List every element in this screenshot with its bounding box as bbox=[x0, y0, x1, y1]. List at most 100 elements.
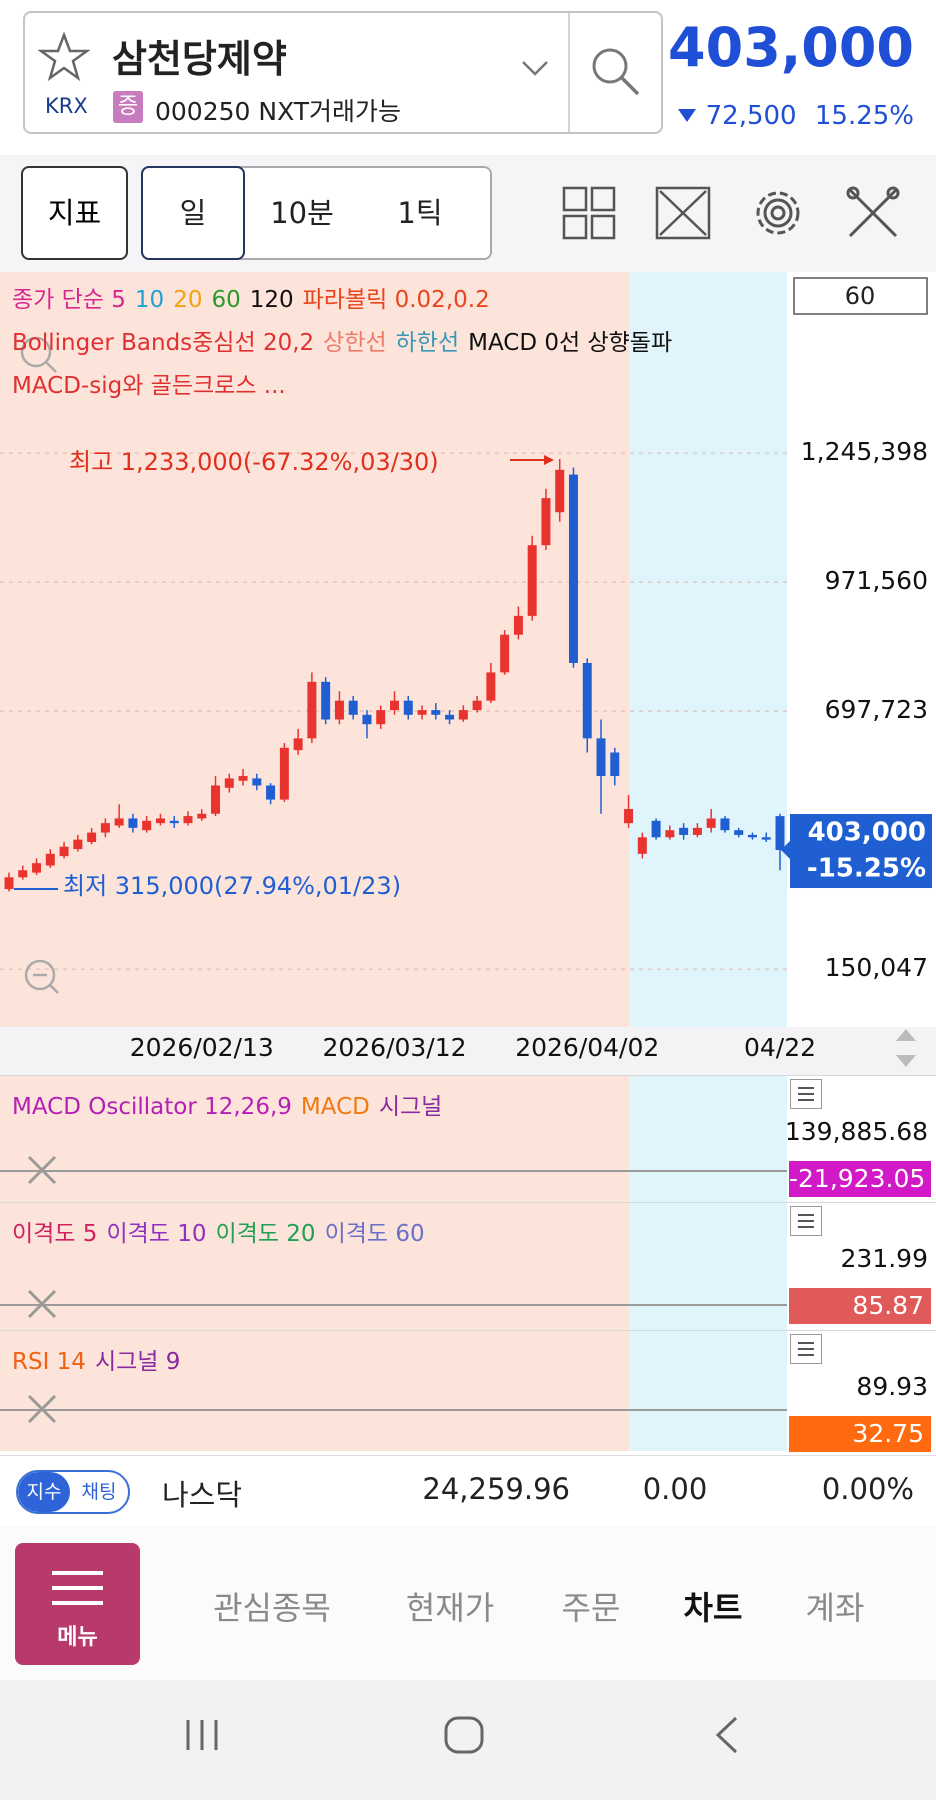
search-icon[interactable] bbox=[588, 44, 644, 100]
dropdown-icon[interactable] bbox=[520, 58, 550, 78]
candle-body bbox=[761, 837, 771, 840]
plot-background bbox=[0, 272, 629, 1027]
price-chart: 1,245,398 971,560 697,723 150,047 2026/02/13… bbox=[0, 272, 936, 1075]
nav-tab[interactable]: 현재가 bbox=[405, 1589, 495, 1627]
candle-body bbox=[293, 738, 303, 751]
legend-line: 종가 단순 5 10 20 60 120 파라볼릭 0.02,0.2 bbox=[12, 280, 499, 314]
pane-baseline bbox=[0, 1170, 787, 1172]
candle-body bbox=[706, 818, 716, 828]
indicator-button[interactable]: 지표 bbox=[21, 166, 128, 260]
pane-baseline bbox=[0, 1304, 787, 1306]
candle-body bbox=[403, 700, 413, 715]
system-nav bbox=[0, 1680, 936, 1800]
period-box bbox=[793, 277, 928, 315]
candle-body bbox=[431, 710, 441, 715]
toggle-option[interactable]: 채팅 bbox=[81, 1481, 117, 1503]
nav-tab[interactable]: 주문 bbox=[561, 1589, 621, 1627]
zoom-out-icon[interactable] bbox=[24, 959, 59, 994]
candle-body bbox=[266, 785, 276, 800]
legend-item: 시그널 bbox=[378, 1094, 443, 1120]
pane-separator bbox=[0, 1330, 936, 1331]
toggle-option[interactable]: 지수 bbox=[18, 1472, 70, 1512]
pane-legend: RSI 14 시그널 9 bbox=[12, 1342, 189, 1376]
annotation-arrowhead bbox=[544, 455, 554, 465]
star-icon[interactable] bbox=[38, 32, 90, 82]
candle-body bbox=[596, 738, 606, 777]
change: 72,500 bbox=[705, 101, 797, 131]
pane-background-recent bbox=[629, 1075, 787, 1451]
menu-button[interactable]: 메뉴 bbox=[15, 1543, 140, 1665]
legend-item: 10 bbox=[134, 287, 165, 313]
pane-menu-icon[interactable] bbox=[790, 1206, 822, 1236]
pane-menu-icon[interactable] bbox=[790, 1079, 822, 1109]
home-button[interactable] bbox=[444, 1716, 484, 1754]
legend-item: 시그널 9 bbox=[94, 1349, 181, 1375]
nav-tab[interactable]: 관심종목 bbox=[213, 1589, 331, 1627]
candle-body bbox=[679, 827, 689, 835]
ticker-change-pct: 0.00% bbox=[821, 1472, 914, 1506]
candle-body bbox=[238, 776, 248, 781]
candle-body bbox=[224, 778, 234, 788]
layout-icon[interactable] bbox=[562, 186, 616, 240]
candle-body bbox=[279, 747, 289, 800]
candle-body bbox=[252, 778, 262, 786]
period-button[interactable]: 일 bbox=[141, 166, 245, 260]
candle-body bbox=[321, 681, 331, 720]
legend-item: Bollinger Bands중심선 20,2 bbox=[12, 330, 315, 356]
legend-item: 120 bbox=[249, 287, 294, 313]
expand-icon[interactable] bbox=[655, 186, 711, 240]
legend-item: 종가 단순 5 bbox=[12, 287, 126, 313]
tools-icon[interactable] bbox=[846, 186, 900, 238]
date-axis-band bbox=[0, 1027, 936, 1075]
settings-icon[interactable] bbox=[756, 191, 800, 235]
candle-body bbox=[747, 834, 757, 838]
recent-apps-button[interactable] bbox=[186, 1720, 218, 1750]
candle-body bbox=[775, 816, 785, 851]
candle-body bbox=[18, 870, 28, 878]
menu-lines bbox=[798, 1087, 814, 1101]
scroll-arrows bbox=[896, 1029, 916, 1041]
ticker-toggle[interactable]: 지수 채팅 bbox=[16, 1470, 130, 1514]
zoom-handle bbox=[45, 361, 57, 373]
candle-body bbox=[417, 710, 427, 715]
legend-item: 이격도 10 bbox=[106, 1221, 207, 1247]
close-pane-icon[interactable] bbox=[26, 1288, 58, 1320]
period-value: 60 bbox=[845, 282, 876, 310]
period-button[interactable]: 1틱 bbox=[397, 196, 443, 230]
candle-body bbox=[527, 545, 537, 616]
pane-tag: 32.75 bbox=[789, 1416, 931, 1452]
candle-body bbox=[307, 681, 317, 739]
ticker-change: 0.00 bbox=[642, 1472, 708, 1506]
zoom-in-icon[interactable] bbox=[20, 336, 57, 373]
candle-body bbox=[513, 615, 523, 635]
change-line: 72,500 15.25% bbox=[677, 101, 914, 131]
zoom-ring bbox=[24, 959, 56, 991]
y-tick-label: 150,047 bbox=[825, 953, 928, 982]
legend-item: MACD Oscillator 12,26,9 bbox=[12, 1094, 292, 1120]
candle-body bbox=[651, 820, 661, 838]
low-annotation: 최저 315,000(27.94%,01/23) bbox=[63, 872, 401, 900]
candle-body bbox=[458, 710, 468, 720]
back-button[interactable] bbox=[715, 1716, 738, 1754]
legend-item: 파라볼릭 0.02,0.2 bbox=[302, 287, 490, 313]
candle-body bbox=[197, 813, 207, 819]
price-tag-change: -15.25% bbox=[807, 854, 926, 884]
y-tick-label: 697,723 bbox=[825, 695, 928, 724]
period-button[interactable]: 10분 bbox=[270, 196, 334, 230]
candle-body bbox=[665, 830, 675, 838]
x-tick-label: 2026/03/12 bbox=[322, 1033, 466, 1062]
pane-legend: 이격도 5 이격도 10 이격도 20 이격도 60 bbox=[12, 1214, 434, 1248]
pane-background bbox=[0, 1075, 629, 1451]
x-tick-label: 2026/04/02 bbox=[515, 1033, 659, 1062]
close-pane-icon[interactable] bbox=[26, 1393, 58, 1425]
nav-tab[interactable]: 차트 bbox=[683, 1589, 743, 1627]
pane-value: 89.93 bbox=[856, 1372, 928, 1401]
x-tick-label: 04/22 bbox=[744, 1033, 816, 1062]
menu-icon bbox=[52, 1571, 103, 1605]
nav-tab[interactable]: 계좌 bbox=[805, 1589, 865, 1627]
legend-line: Bollinger Bands중심선 20,2 상한선 하한선 MACD 0선 상향돌… bbox=[12, 323, 681, 357]
close-pane-icon[interactable] bbox=[26, 1154, 58, 1186]
pane-menu-icon[interactable] bbox=[790, 1334, 822, 1364]
search-box[interactable] bbox=[23, 11, 663, 134]
ticker-name: 나스닥 bbox=[162, 1478, 243, 1512]
